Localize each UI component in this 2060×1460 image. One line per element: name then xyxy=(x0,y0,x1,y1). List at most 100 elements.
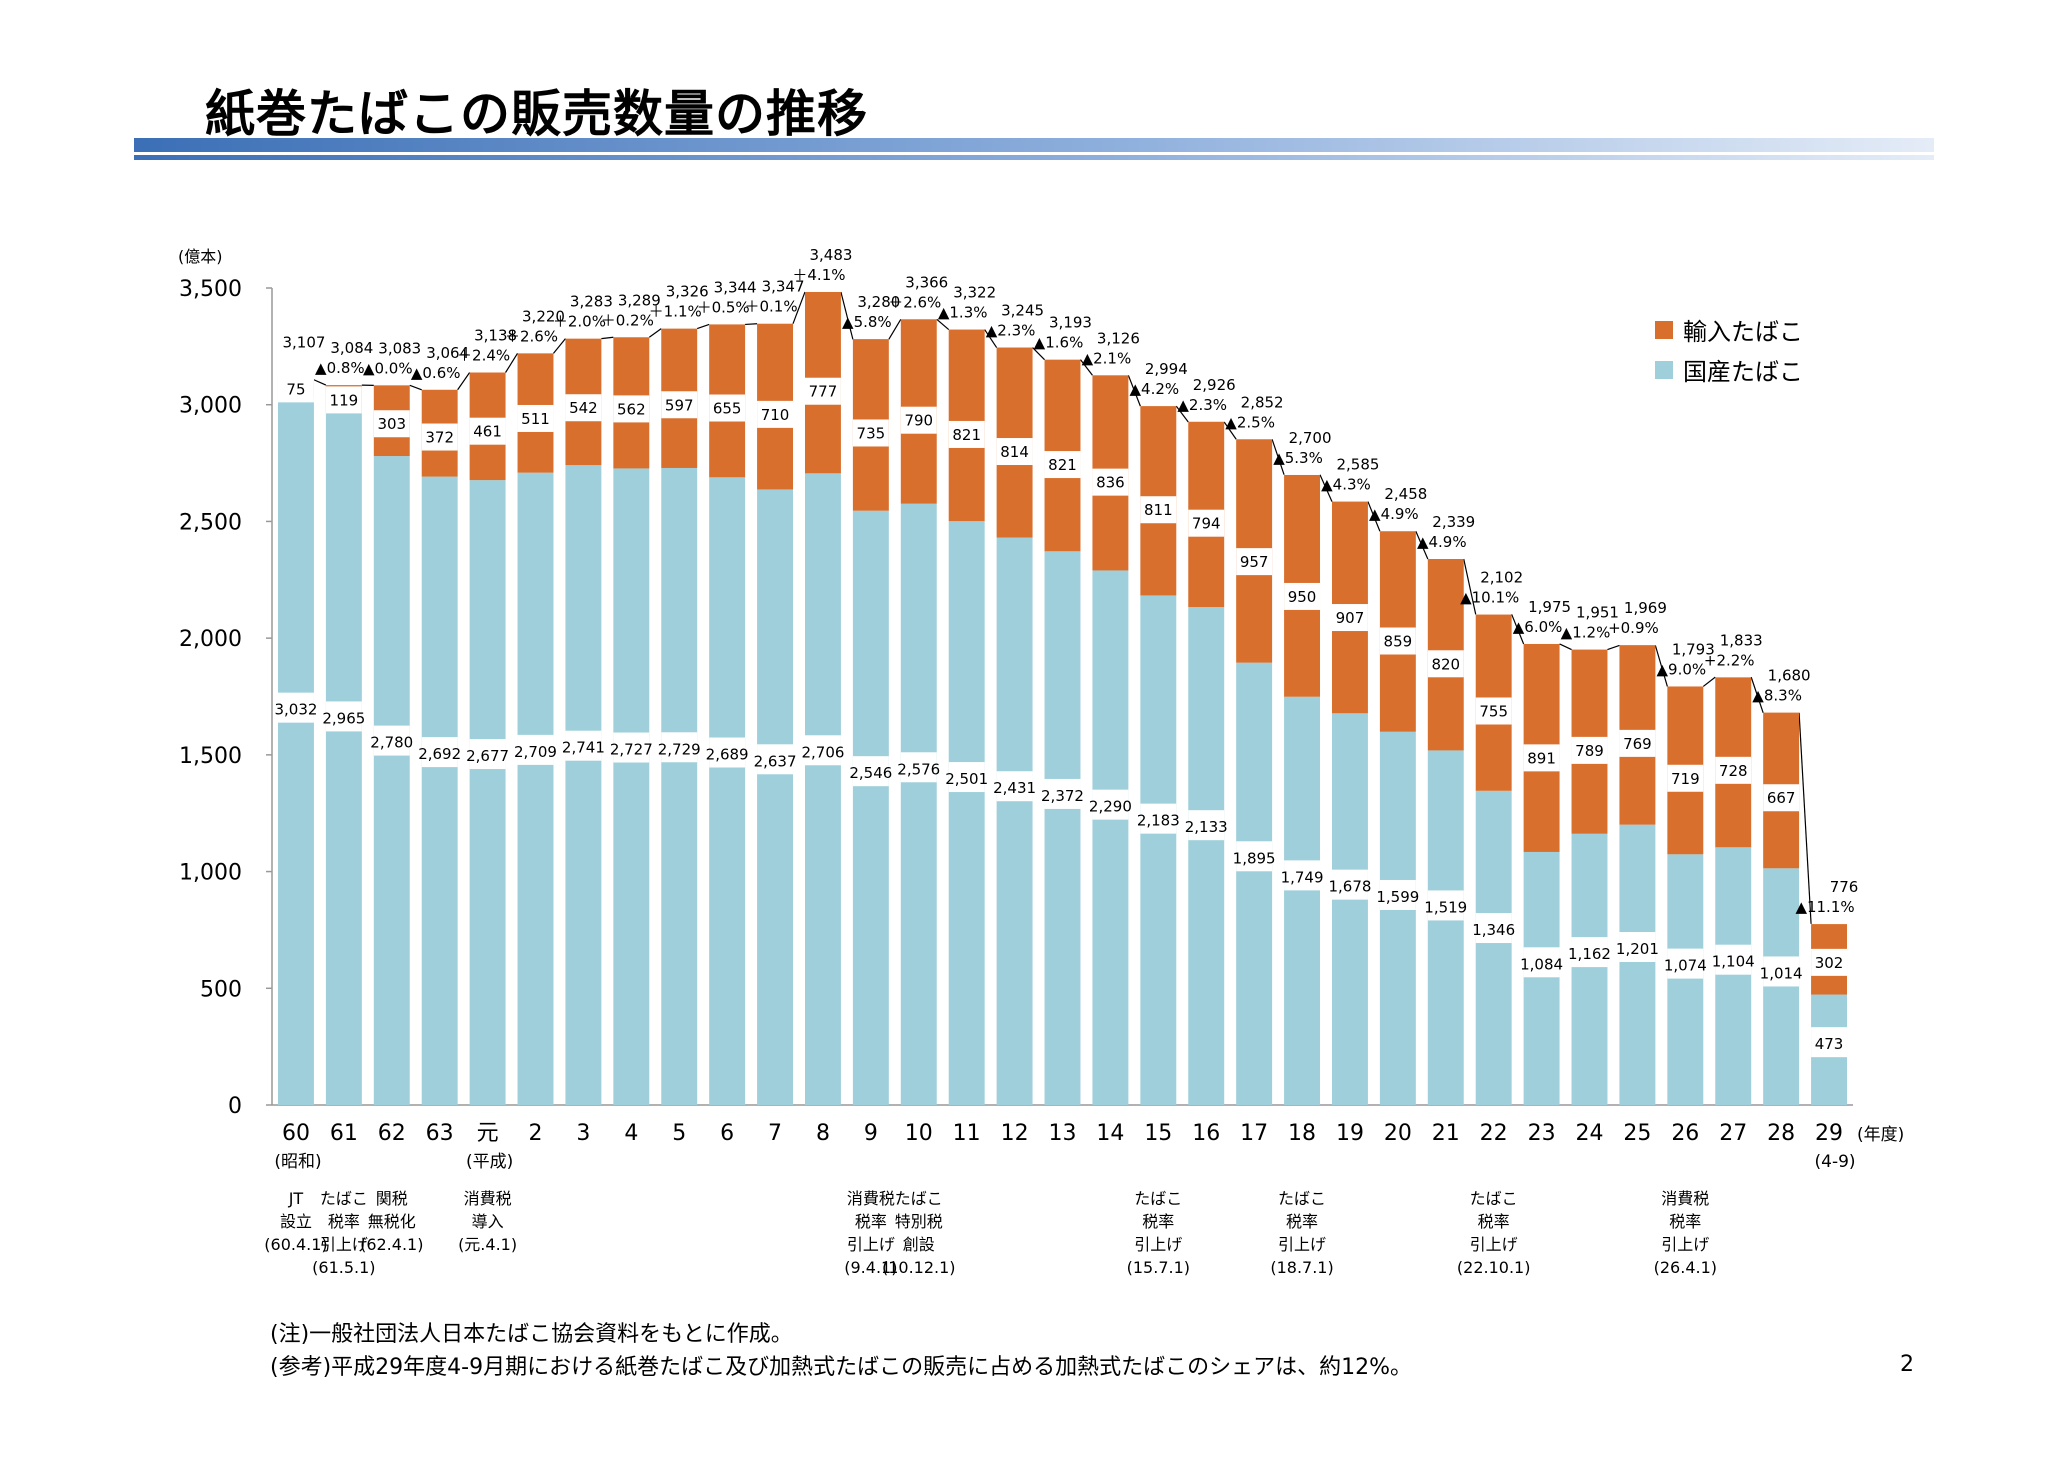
imported-value-label: 562 xyxy=(617,400,646,418)
change-rate-label: ▲8.3% xyxy=(1752,687,1802,705)
domestic-label-band xyxy=(1763,956,1800,987)
total-value-label: 3,366 xyxy=(905,273,948,291)
bar-domestic xyxy=(900,503,937,1105)
total-value-label: 3,084 xyxy=(330,339,373,357)
legend-item-imported: 輸入たばこ xyxy=(1655,312,1803,347)
event-annotation-line: 関税 xyxy=(375,1189,408,1208)
imported-label-band xyxy=(1092,468,1129,496)
change-rate-label: ＋2.6% xyxy=(505,327,558,345)
x-tick-label: 8 xyxy=(816,1121,830,1146)
total-value-label: 1,680 xyxy=(1768,667,1811,685)
domestic-value-label: 2,689 xyxy=(706,745,749,763)
event-annotation: 関税無税化 (62.4.1) xyxy=(327,1187,457,1256)
domestic-value-label: 2,431 xyxy=(993,779,1036,797)
event-annotation-line: 設立 xyxy=(279,1212,312,1231)
x-tick-label: 14 xyxy=(1096,1121,1124,1146)
change-rate-label: ▲5.3% xyxy=(1273,449,1323,467)
imported-value-label: 811 xyxy=(1144,501,1173,519)
imported-value-label: 655 xyxy=(713,400,742,418)
total-value-label: 1,951 xyxy=(1576,604,1619,622)
imported-value-label: 777 xyxy=(809,383,838,401)
imported-value-label: 836 xyxy=(1096,474,1125,492)
domestic-value-label: 2,133 xyxy=(1185,818,1228,836)
bar-domestic xyxy=(1092,570,1129,1105)
bar-domestic xyxy=(1236,662,1273,1105)
x-tick-label: 61 xyxy=(330,1121,358,1146)
imported-value-label: 75 xyxy=(286,380,305,398)
y-tick-label: 2,500 xyxy=(179,510,242,535)
x-tick-label: 7 xyxy=(768,1121,782,1146)
total-connector-line xyxy=(457,372,471,391)
event-annotation-line: (60.4.1) xyxy=(264,1235,328,1254)
event-annotation-line: (61.5.1) xyxy=(312,1258,376,1277)
domestic-value-label: 2,372 xyxy=(1041,787,1084,805)
x-tick-label: 6 xyxy=(720,1121,734,1146)
change-rate-label: ▲2.1% xyxy=(1082,349,1132,367)
imported-label-band xyxy=(1044,451,1081,479)
x-tick-label: 3 xyxy=(576,1121,590,1146)
domestic-label-band xyxy=(373,725,410,756)
total-connector-line xyxy=(984,329,998,348)
domestic-value-label: 2,706 xyxy=(801,743,844,761)
total-value-label: 3,347 xyxy=(762,278,805,296)
imported-label-band xyxy=(325,386,362,414)
imported-value-label: 719 xyxy=(1671,770,1700,788)
bar-domestic xyxy=(613,468,650,1105)
imported-value-label: 957 xyxy=(1240,553,1269,571)
event-annotation-line: (62.4.1) xyxy=(360,1235,424,1254)
imported-label-band xyxy=(1667,764,1704,792)
x-tick-label: 63 xyxy=(426,1121,454,1146)
imported-value-label: 302 xyxy=(1815,954,1844,972)
bar-domestic xyxy=(325,412,362,1105)
bar-domestic xyxy=(1571,833,1608,1105)
domestic-label-band xyxy=(517,734,554,765)
domestic-value-label: 2,677 xyxy=(466,747,509,765)
total-value-label: 3,283 xyxy=(570,293,613,311)
era-label: (昭和) xyxy=(274,1152,321,1172)
x-tick-label: 10 xyxy=(905,1121,933,1146)
imported-label-band xyxy=(1571,736,1608,764)
domestic-value-label: 2,709 xyxy=(514,743,557,761)
event-annotation-line: 引上げ xyxy=(1469,1235,1518,1254)
bar-domestic xyxy=(1619,824,1656,1105)
total-value-label: 3,326 xyxy=(666,283,709,301)
y-tick-label: 0 xyxy=(228,1094,242,1119)
total-connector-line xyxy=(1654,645,1668,687)
x-tick-label: 17 xyxy=(1240,1121,1268,1146)
event-annotation-line: 無税化 xyxy=(367,1212,416,1231)
total-connector-line xyxy=(313,379,327,386)
event-annotation-line: 特別税 xyxy=(894,1212,943,1231)
change-rate-label: ▲1.6% xyxy=(1034,334,1084,352)
imported-value-label: 790 xyxy=(904,412,933,430)
imported-label-band xyxy=(1715,756,1752,784)
total-connector-line xyxy=(840,291,854,340)
x-tick-label: 5 xyxy=(672,1121,686,1146)
domestic-label-band xyxy=(804,735,841,766)
x-unit-label: (年度) xyxy=(1857,1125,1904,1145)
bar-domestic xyxy=(565,465,602,1106)
legend-item-domestic: 国産たばこ xyxy=(1655,352,1803,387)
change-rate-label: ＋0.5% xyxy=(697,298,750,316)
domestic-value-label: 473 xyxy=(1815,1035,1844,1053)
x-tick-label: 25 xyxy=(1623,1121,1651,1146)
imported-value-label: 119 xyxy=(330,391,359,409)
event-annotation-line: 消費税 xyxy=(463,1189,512,1208)
imported-label-band xyxy=(1379,627,1416,655)
change-rate-label: ＋2.4% xyxy=(457,347,510,365)
domestic-label-band xyxy=(1715,944,1752,975)
total-connector-line xyxy=(696,323,710,330)
domestic-value-label: 1,678 xyxy=(1328,878,1371,896)
legend-label-imported: 輸入たばこ xyxy=(1683,318,1803,346)
bar-domestic xyxy=(1140,595,1177,1105)
total-connector-line xyxy=(1415,530,1429,560)
imported-value-label: 820 xyxy=(1431,655,1460,673)
x-tick-label: 22 xyxy=(1480,1121,1508,1146)
bar-domestic xyxy=(661,467,698,1106)
change-rate-label: ▲0.6% xyxy=(411,364,461,382)
domestic-value-label: 1,519 xyxy=(1424,898,1467,916)
total-connector-line xyxy=(1798,712,1812,924)
event-annotation-line: (9.4.1) xyxy=(844,1258,898,1277)
event-annotation-line: 引上げ xyxy=(846,1235,895,1254)
imported-value-label: 735 xyxy=(857,424,886,442)
imported-value-label: 821 xyxy=(952,426,981,444)
